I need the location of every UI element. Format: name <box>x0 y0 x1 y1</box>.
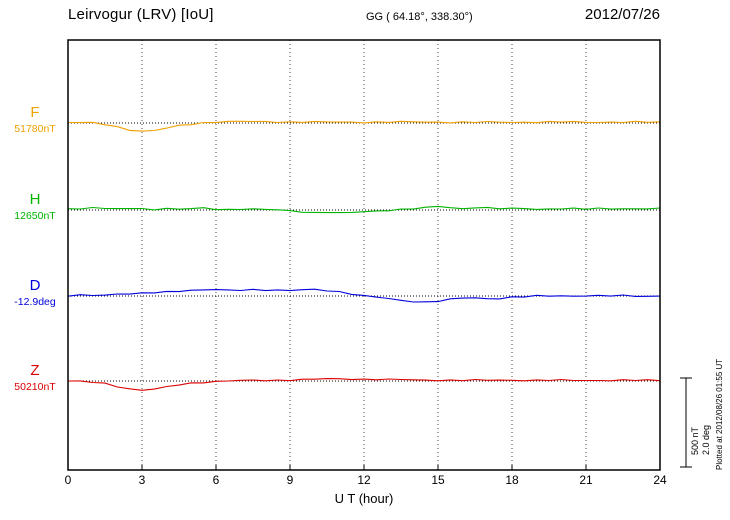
geographic-coordinates: GG ( 64.18°, 338.30°) <box>366 11 473 23</box>
x-tick-label-3: 3 <box>138 473 146 487</box>
x-tick-label-6: 6 <box>212 473 220 487</box>
series-label-F: F 51780nT <box>6 105 64 135</box>
series-label-D: D -12.9deg <box>6 278 64 308</box>
trace-D <box>67 288 661 303</box>
x-tick-label-18: 18 <box>505 473 519 487</box>
x-tick-label-15: 15 <box>431 473 445 487</box>
series-baseline-value-H: 12650nT <box>14 210 56 222</box>
scale-500nt-label: 500 nT <box>690 426 700 455</box>
x-tick-label-0: 0 <box>64 473 72 487</box>
scale-2deg-label: 2.0 deg <box>701 424 711 455</box>
series-baseline-value-F: 51780nT <box>14 123 56 135</box>
series-name-Z: Z <box>30 362 40 379</box>
x-tick-label-21: 21 <box>579 473 593 487</box>
plot-date: 2012/07/26 <box>584 6 660 23</box>
x-tick-label-9: 9 <box>286 473 294 487</box>
station-title: Leirvogur (LRV) [IoU] <box>68 6 214 23</box>
plotted-timestamp: Plotted at 2012/08/26 01:55 UT <box>715 358 724 470</box>
series-name-F: F <box>30 104 40 121</box>
x-axis-label: U T (hour) <box>334 491 394 506</box>
trace-H <box>67 205 661 214</box>
series-label-Z: Z 50210nT <box>6 363 64 393</box>
series-baseline-value-D: -12.9deg <box>14 296 56 308</box>
x-tick-label-24: 24 <box>653 473 667 487</box>
series-baseline-value-Z: 50210nT <box>14 381 56 393</box>
series-label-H: H 12650nT <box>6 192 64 222</box>
series-name-H: H <box>29 191 41 208</box>
trace-Z <box>67 378 661 391</box>
series-name-D: D <box>29 277 41 294</box>
trace-F <box>67 120 661 132</box>
x-tick-label-12: 12 <box>357 473 371 487</box>
